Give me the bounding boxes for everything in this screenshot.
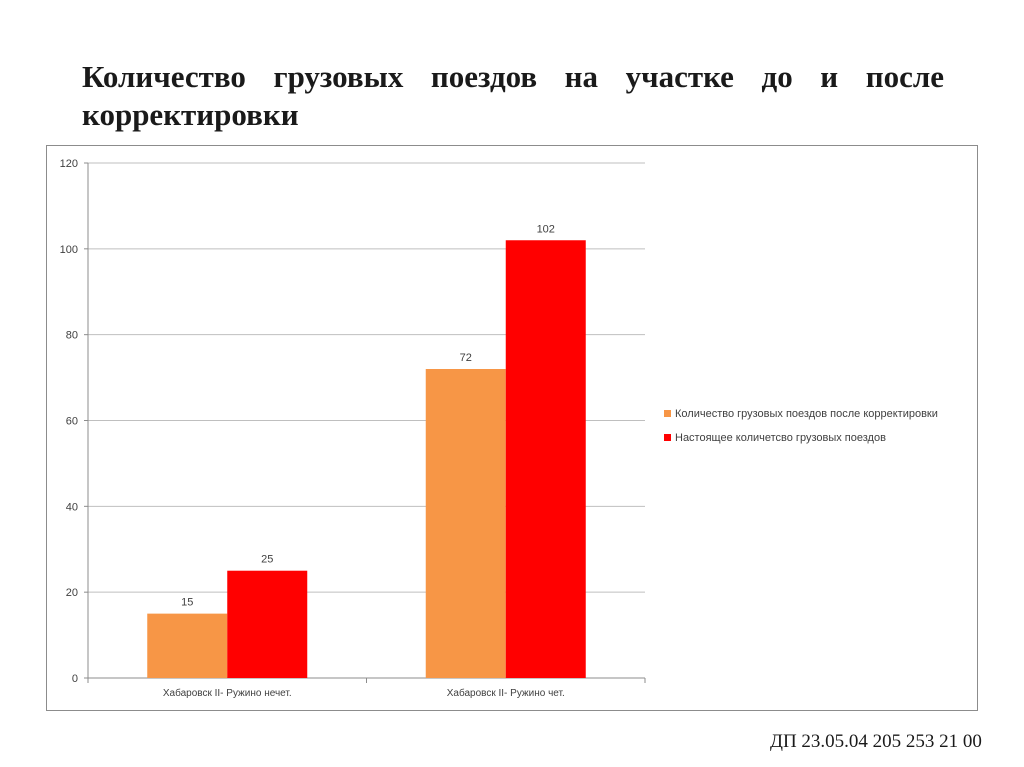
y-tick-label: 60 <box>66 416 78 428</box>
bar-value-label: 25 <box>261 554 273 566</box>
bar <box>147 613 228 678</box>
legend-label: Настоящее количетсво грузовых поездов <box>675 432 886 444</box>
bar <box>505 240 586 678</box>
legend: Количество грузовых поездов после коррек… <box>664 408 938 444</box>
y-tick-label: 0 <box>72 673 78 685</box>
legend-swatch <box>664 410 671 417</box>
data-labels: 15 25 72 102 <box>181 223 555 608</box>
legend-label: Количество грузовых поездов после коррек… <box>675 408 938 420</box>
document-code: ДП 23.05.04 205 253 21 00 <box>770 731 982 752</box>
slide-title: Количество грузовых поездов на участке д… <box>82 59 944 132</box>
bar-chart: 0 20 40 60 80 100 120 15 25 72 102 Хабаровск II- … <box>60 158 938 699</box>
chart-frame: 0 20 40 60 80 100 120 15 25 72 102 Хабаровск II- … <box>46 145 978 711</box>
bar-value-label: 102 <box>537 223 555 235</box>
y-tick-labels: 0 20 40 60 80 100 120 <box>60 158 78 685</box>
bar <box>425 369 506 678</box>
y-tick-label: 120 <box>60 158 78 170</box>
bar-value-label: 72 <box>460 352 472 364</box>
y-tick-label: 20 <box>66 587 78 599</box>
y-tick-label: 80 <box>66 330 78 342</box>
bar <box>227 570 308 678</box>
category-labels: Хабаровск II- Ружино нечет. Хабаровск II-… <box>163 687 565 699</box>
bar-value-label: 15 <box>181 597 193 609</box>
bars <box>147 240 586 678</box>
category-label: Хабаровск II- Ружино нечет. <box>163 687 292 699</box>
legend-swatch <box>664 434 671 441</box>
y-tick-label: 100 <box>60 244 78 256</box>
y-tick-label: 40 <box>66 501 78 513</box>
category-label: Хабаровск II- Ружино чет. <box>447 687 565 699</box>
